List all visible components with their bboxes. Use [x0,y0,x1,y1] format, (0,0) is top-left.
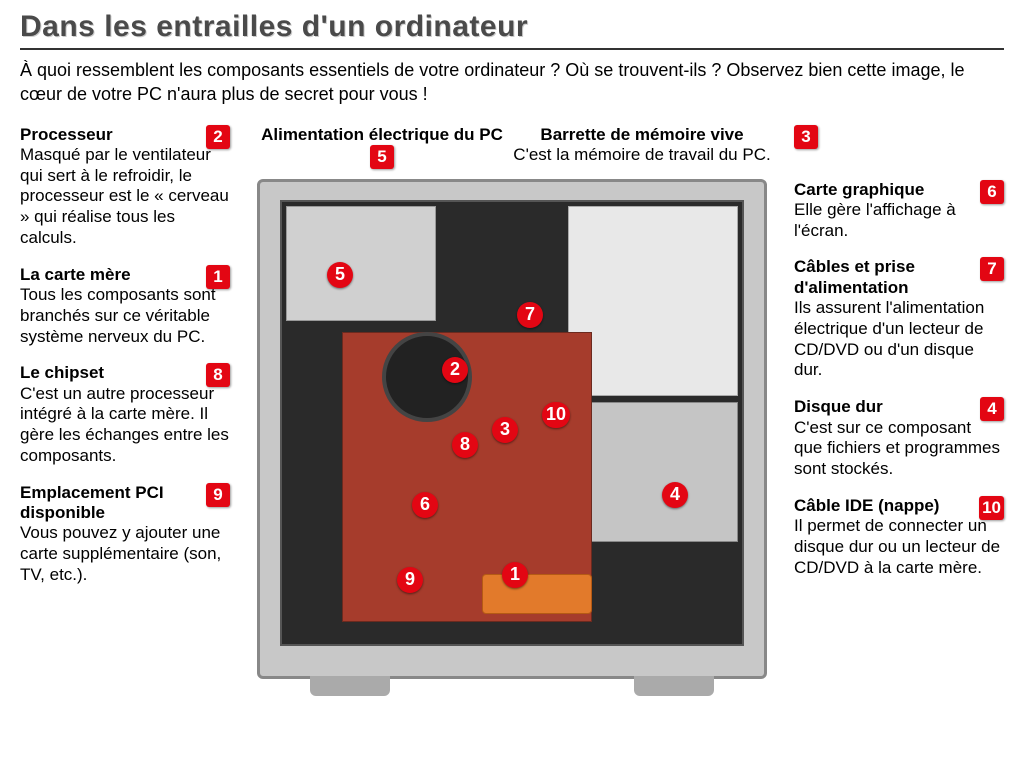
marker-2: 2 [442,357,468,383]
marker-6: 6 [412,492,438,518]
item-title: Barrette de mémoire vive [512,125,772,145]
top-row: Alimentation électrique du PC 5 Barrette… [230,125,794,169]
marker-10: 10 [542,402,570,428]
item-title: Câble IDE (nappe) [794,496,939,515]
item-chipset: Le chipset 8 C'est un autre processeur i… [20,363,230,466]
item-title: Emplacement PCI disponible [20,483,164,522]
badge-10: 10 [979,496,1004,520]
left-column: Processeur 2 Masqué par le ventilateur q… [20,125,230,679]
item-desc: C'est la mémoire de travail du PC. [513,145,770,164]
computer-case: 5 7 2 10 83 6 4 9 1 [257,179,767,679]
badge-8: 8 [206,363,230,387]
item-desc: C'est sur ce composant que fichiers et p… [794,418,1004,480]
content-area: Processeur 2 Masqué par le ventilateur q… [20,125,1004,679]
marker-7: 7 [517,302,543,328]
case-foot-right [634,676,714,696]
badge-2: 2 [206,125,230,149]
right-column: Carte graphique 6 Elle gère l'affichage … [794,180,1004,679]
badge-1: 1 [206,265,230,289]
item-carte-mere: La carte mère 1 Tous les composants sont… [20,265,230,348]
badge-3: 3 [794,125,818,149]
item-desc: C'est un autre processeur intégré à la c… [20,384,230,467]
top-alimentation: Alimentation électrique du PC 5 [252,125,512,169]
marker-8: 8 [452,432,478,458]
marker-5: 5 [327,262,353,288]
marker-9: 9 [397,567,423,593]
item-desc: Il permet de connecter un disque dur ou … [794,516,1004,578]
item-title: Carte graphique [794,180,924,199]
item-desc: Masqué par le ventilateur qui sert à le … [20,145,230,249]
item-desc: Vous pouvez y ajouter une carte suppléme… [20,523,230,585]
badge-7: 7 [980,257,1004,281]
item-title: Processeur [20,125,113,144]
psu-block [286,206,436,321]
intro-text: À quoi ressemblent les composants essent… [20,58,1004,107]
gpu-heatsink [482,574,592,614]
case-foot-left [310,676,390,696]
item-title: La carte mère [20,265,131,284]
item-carte-graphique: Carte graphique 6 Elle gère l'affichage … [794,180,1004,242]
item-title: Câbles et prise d'alimentation [794,257,915,296]
item-title: Alimentation électrique du PC [261,125,503,144]
badge-6: 6 [980,180,1004,204]
drive-cage [568,206,738,396]
item-title: Disque dur [794,397,883,416]
badge-4: 4 [980,397,1004,421]
item-desc: Ils assurent l'alimentation électrique d… [794,298,1004,381]
top-memoire: Barrette de mémoire vive C'est la mémoir… [512,125,772,169]
page-title: Dans les entrailles d'un ordinateur [20,10,1004,44]
marker-4: 4 [662,482,688,508]
center-column: Alimentation électrique du PC 5 Barrette… [230,125,794,679]
item-desc: Tous les composants sont branchés sur ce… [20,285,230,347]
marker-3: 3 [492,417,518,443]
badge-9: 9 [206,483,230,507]
item-title: Le chipset [20,363,104,382]
item-disque-dur: Disque dur 4 C'est sur ce composant que … [794,397,1004,480]
hdd-block [568,402,738,542]
badge-5: 5 [370,145,394,169]
marker-1: 1 [502,562,528,588]
case-interior: 5 7 2 10 83 6 4 9 1 [280,200,744,646]
item-desc: Elle gère l'affichage à l'écran. [794,200,1004,241]
title-divider [20,48,1004,50]
item-pci: Emplacement PCI disponible 9 Vous pouvez… [20,483,230,586]
item-cable-ide: Câble IDE (nappe) 10 Il permet de connec… [794,496,1004,579]
page: Dans les entrailles d'un ordinateur À qu… [0,0,1024,699]
item-processeur: Processeur 2 Masqué par le ventilateur q… [20,125,230,249]
item-cables-alim: Câbles et prise d'alimentation 7 Ils ass… [794,257,1004,381]
